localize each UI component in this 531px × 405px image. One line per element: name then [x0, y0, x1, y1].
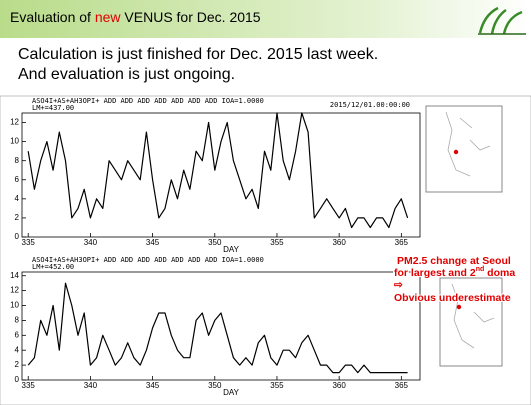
x-tick-label: 335	[22, 381, 36, 390]
y-tick-label: 12	[10, 118, 19, 127]
annotation-part: nd	[476, 266, 485, 273]
y-tick-label: 4	[15, 345, 20, 354]
x-tick-label: 340	[84, 381, 98, 390]
x-tick-label: 360	[332, 238, 346, 247]
y-tick-label: 2	[15, 360, 20, 369]
chart-subtitle: LM+=452.00	[32, 263, 74, 271]
annotation: Obvious underestimate	[394, 292, 511, 304]
data-line	[27, 112, 409, 229]
y-tick-label: 10	[10, 137, 19, 146]
y-tick-label: 12	[10, 286, 19, 295]
x-tick-label: 335	[22, 238, 36, 247]
y-tick-label: 2	[15, 213, 20, 222]
x-tick-label: 355	[270, 238, 284, 247]
y-tick-label: 8	[15, 156, 20, 165]
x-tick-label: 350	[208, 238, 222, 247]
chart-title: ASO4I+AS+AH3OPI+ ADD ADD ADD ADD ADD ADD…	[32, 97, 264, 105]
chart-subtitle: LM+=437.00	[32, 104, 74, 112]
x-axis-label: DAY	[223, 245, 240, 254]
annotation: for largest and 2nd doma	[394, 266, 515, 279]
y-tick-label: 6	[15, 330, 20, 339]
annotation-part: doma	[484, 267, 515, 279]
map-inset	[425, 105, 503, 193]
body-text: Calculation is just finished for Dec. 20…	[18, 46, 378, 63]
x-tick-label: 365	[395, 381, 409, 390]
x-tick-label: 360	[332, 381, 346, 390]
x-tick-label: 345	[146, 238, 160, 247]
x-tick-label: 355	[270, 381, 284, 390]
annotation: PM2.5 change at Seoul	[397, 255, 511, 267]
x-tick-label: 345	[146, 381, 160, 390]
plot-frame	[21, 112, 421, 238]
plot-frame	[21, 271, 421, 381]
chart-date: 2015/12/01.00:00:00	[330, 101, 410, 109]
annotation-arrow: ⇨	[394, 279, 403, 291]
x-axis-label: DAY	[223, 388, 240, 397]
logo	[478, 6, 526, 35]
y-tick-label: 0	[15, 232, 20, 241]
title-bar	[0, 0, 531, 38]
y-tick-label: 8	[15, 316, 20, 325]
x-tick-label: 350	[208, 381, 222, 390]
data-line	[27, 282, 408, 374]
chart-title: ASO4I+AS+AH3OPI+ ADD ADD ADD ADD ADD ADD…	[32, 256, 264, 264]
map-inset	[439, 277, 503, 367]
y-tick-label: 10	[10, 301, 19, 310]
y-tick-label: 6	[15, 175, 20, 184]
y-tick-label: 0	[15, 375, 20, 384]
x-tick-label: 340	[84, 238, 98, 247]
y-tick-label: 4	[15, 194, 20, 203]
x-tick-label: 365	[395, 238, 409, 247]
annotation-part: for largest and 2	[394, 267, 476, 279]
content-frame	[0, 95, 531, 405]
slide-title: Evaluation of new VENUS for Dec. 2015	[10, 9, 261, 25]
y-tick-label: 14	[10, 271, 19, 280]
body-text: And evaluation is just ongoing.	[18, 66, 235, 83]
